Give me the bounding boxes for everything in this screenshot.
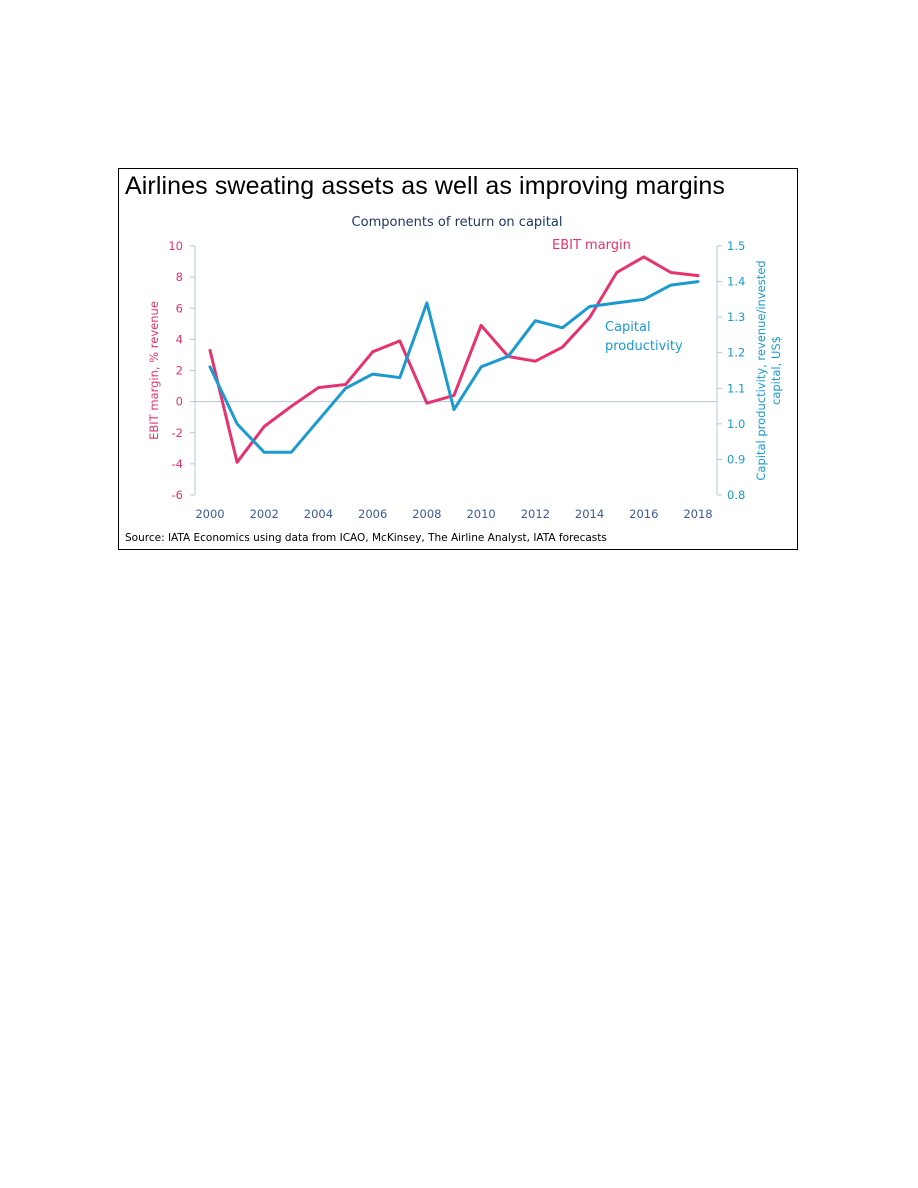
y-right-tick-label: 0.9 [727,452,745,466]
y-left-axis-title: EBIT margin, % revenue [147,301,161,440]
chart-source: Source: IATA Economics using data from I… [125,532,607,544]
y-right-axis-title-line2: capital, US$ [769,336,783,405]
chart-frame: Airlines sweating assets as well as impr… [118,168,798,550]
y-left-tick-label: -4 [172,457,183,471]
y-right-tick-label: 1.3 [727,310,745,324]
chart-plot: Components of return on capital -6 -4 -2 0 2 4… [147,215,783,521]
x-tick-label: 2014 [575,507,604,521]
y-right-tick-label: 1.1 [727,381,745,395]
chart-subtitle: Components of return on capital [352,215,563,230]
y-left-tick-label: 6 [176,301,183,315]
x-tick-label: 2018 [683,507,712,521]
y-left-tick-label: -6 [172,488,183,502]
x-tick-label: 2002 [250,507,279,521]
x-tick-label: 2016 [629,507,658,521]
x-tick-label: 2000 [195,507,224,521]
x-tick-label: 2012 [521,507,550,521]
y-right-axis-title-line1: Capital productivity, revenue/invested [754,260,768,480]
y-right-tick-label: 0.8 [727,488,745,502]
x-tick-label: 2004 [304,507,333,521]
y-right-tick-label: 1.2 [727,346,745,360]
y-right-tick-label: 1.0 [727,417,745,431]
y-left-tick-label: 10 [168,239,183,253]
ebit-margin-label: EBIT margin [552,238,631,253]
x-tick-label: 2008 [412,507,441,521]
y-right-tick-label: 1.5 [727,239,745,253]
y-left-tick-label: 2 [176,364,183,378]
y-left-tick-label: -2 [172,426,183,440]
y-left-tick-label: 4 [176,332,183,346]
x-tick-label: 2010 [466,507,495,521]
chart-title: Airlines sweating assets as well as impr… [125,172,725,200]
y-left-tick-label: 8 [176,270,183,284]
ebit-margin-series-line [208,255,700,464]
x-tick-label: 2006 [358,507,387,521]
y-left-tick-label: 0 [176,395,183,409]
capital-productivity-label-line2: productivity [605,339,683,354]
capital-productivity-series-line [208,280,700,454]
y-right-tick-label: 1.4 [727,275,745,289]
capital-productivity-label-line1: Capital [605,320,651,335]
